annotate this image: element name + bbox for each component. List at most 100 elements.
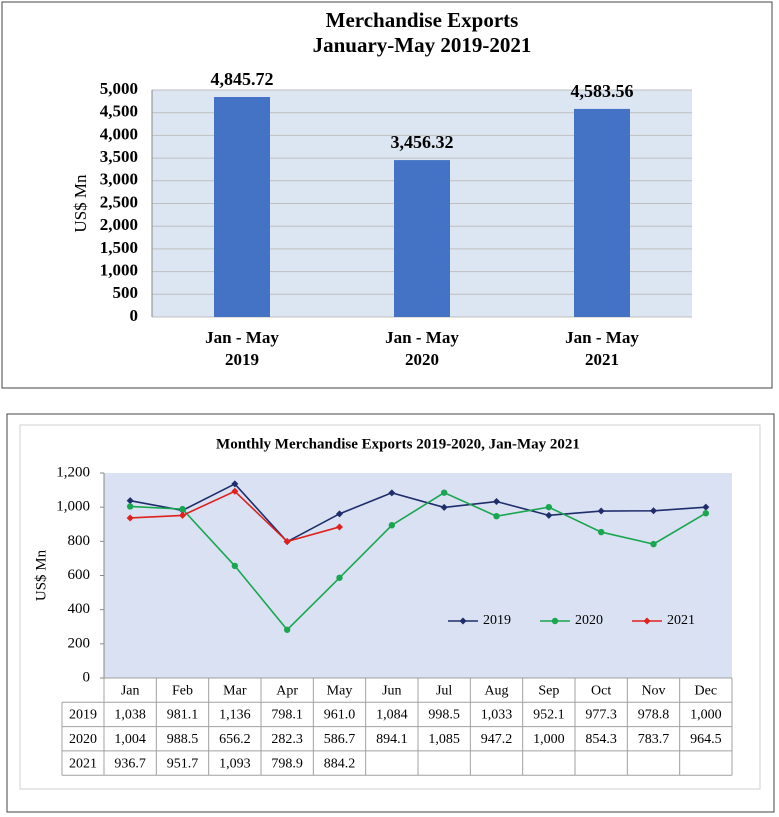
marker bbox=[126, 514, 134, 522]
marker bbox=[702, 510, 710, 517]
marker bbox=[545, 503, 553, 511]
y-tick-label: 0 bbox=[83, 669, 91, 685]
y-tick-label: 4,000 bbox=[100, 124, 138, 143]
y-tick-label: 400 bbox=[68, 601, 91, 617]
table-cell: 1,085 bbox=[428, 732, 460, 747]
y-tick-label: 3,500 bbox=[100, 147, 138, 166]
table-row-label: 2019 bbox=[69, 708, 97, 723]
marker bbox=[336, 510, 343, 518]
table-cell: 978.8 bbox=[638, 708, 670, 723]
x-tick-label: Jul bbox=[436, 683, 452, 698]
marker bbox=[650, 507, 657, 515]
x-tick-label: Feb bbox=[172, 683, 193, 698]
data-label: 4,845.72 bbox=[211, 69, 274, 89]
table-cell: 1,000 bbox=[533, 732, 565, 747]
table-cell: 656.2 bbox=[219, 732, 251, 747]
y-tick-label: 1,200 bbox=[56, 464, 90, 480]
marker bbox=[231, 487, 239, 495]
marker bbox=[179, 511, 186, 519]
table-cell: 586.7 bbox=[324, 732, 356, 747]
table-cell: 1,136 bbox=[219, 708, 251, 723]
legend-marker bbox=[551, 617, 559, 625]
table-cell: 964.5 bbox=[690, 732, 722, 747]
data-label: 3,456.32 bbox=[391, 132, 454, 152]
bar bbox=[394, 160, 450, 317]
y-tick-label: 200 bbox=[68, 635, 91, 651]
marker bbox=[650, 540, 657, 548]
table-cell: 981.1 bbox=[167, 708, 199, 723]
x-tick-label: Sep bbox=[538, 683, 559, 698]
marker bbox=[597, 507, 605, 515]
table-cell: 947.2 bbox=[481, 732, 513, 747]
table-cell: 1,084 bbox=[376, 708, 408, 723]
table-cell: 961.0 bbox=[324, 708, 356, 723]
x-tick-label: Jun bbox=[382, 683, 401, 698]
marker bbox=[336, 574, 343, 581]
x-tick-label: Nov bbox=[641, 683, 665, 698]
marker bbox=[388, 522, 396, 529]
x-tick-label: Oct bbox=[591, 683, 611, 698]
table-cell: 1,038 bbox=[114, 708, 146, 723]
y-tick-label: 1,500 bbox=[100, 238, 138, 257]
table-cell: 798.1 bbox=[271, 708, 303, 723]
table-cell: 894.1 bbox=[376, 732, 408, 747]
y-axis-label: US$ Mn bbox=[33, 549, 49, 601]
table-cell: 952.1 bbox=[533, 708, 565, 723]
x-tick-label: May bbox=[327, 683, 353, 698]
table-cell: 1,033 bbox=[481, 708, 513, 723]
table-row-label: 2021 bbox=[69, 756, 97, 771]
x-tick-label: Aug bbox=[484, 683, 508, 698]
plot-area bbox=[104, 473, 732, 678]
legend-label: 2020 bbox=[575, 613, 603, 628]
marker bbox=[702, 503, 710, 511]
x-tick-label: Jan - May 2019 bbox=[205, 328, 279, 369]
marker bbox=[440, 503, 448, 511]
marker bbox=[283, 538, 291, 546]
table-cell: 1,000 bbox=[690, 708, 722, 723]
inner-frame bbox=[19, 424, 761, 790]
y-tick-label: 2,500 bbox=[100, 192, 138, 211]
table-cell: 1,093 bbox=[219, 756, 251, 771]
marker bbox=[493, 512, 500, 520]
table-cell: 798.9 bbox=[271, 756, 303, 771]
y-tick-label: 3,000 bbox=[100, 170, 138, 189]
y-tick-label: 2,000 bbox=[100, 215, 138, 234]
table-cell: 977.3 bbox=[585, 708, 617, 723]
table-cell: 854.3 bbox=[585, 732, 617, 747]
chart-subtitle: January-May 2019-2021 bbox=[313, 33, 532, 57]
marker bbox=[283, 626, 291, 633]
y-tick-label: 800 bbox=[68, 533, 91, 549]
marker bbox=[388, 489, 396, 497]
marker bbox=[545, 511, 553, 519]
table-cell: 936.7 bbox=[114, 756, 146, 771]
table-cell: 988.5 bbox=[167, 732, 199, 747]
marker bbox=[231, 480, 239, 488]
marker bbox=[440, 489, 448, 496]
y-tick-label: 5,000 bbox=[100, 79, 138, 98]
table-row-label: 2020 bbox=[69, 732, 97, 747]
marker bbox=[493, 498, 500, 506]
marker bbox=[126, 503, 134, 510]
y-tick-label: 500 bbox=[113, 283, 139, 302]
legend-marker bbox=[643, 617, 651, 625]
table-cell: 783.7 bbox=[638, 732, 670, 747]
legend-label: 2019 bbox=[483, 613, 511, 628]
series-line bbox=[130, 491, 707, 631]
legend-marker bbox=[459, 617, 467, 625]
x-tick-label: Dec bbox=[695, 683, 718, 698]
marker bbox=[231, 562, 239, 570]
y-tick-label: 0 bbox=[130, 306, 139, 325]
marker bbox=[336, 523, 343, 531]
x-tick-label: Jan bbox=[121, 683, 140, 698]
y-tick-label: 1,000 bbox=[56, 499, 90, 515]
marker bbox=[179, 505, 186, 513]
table-cell: 998.5 bbox=[428, 708, 460, 723]
legend-label: 2021 bbox=[667, 613, 695, 628]
y-axis-label: US$ Mn bbox=[71, 174, 90, 233]
table-cell: 884.2 bbox=[324, 756, 356, 771]
marker bbox=[126, 497, 134, 505]
x-tick-label: Apr bbox=[276, 683, 298, 698]
y-tick-label: 4,500 bbox=[100, 102, 138, 121]
chart-title: Monthly Merchandise Exports 2019-2020, J… bbox=[216, 436, 580, 452]
